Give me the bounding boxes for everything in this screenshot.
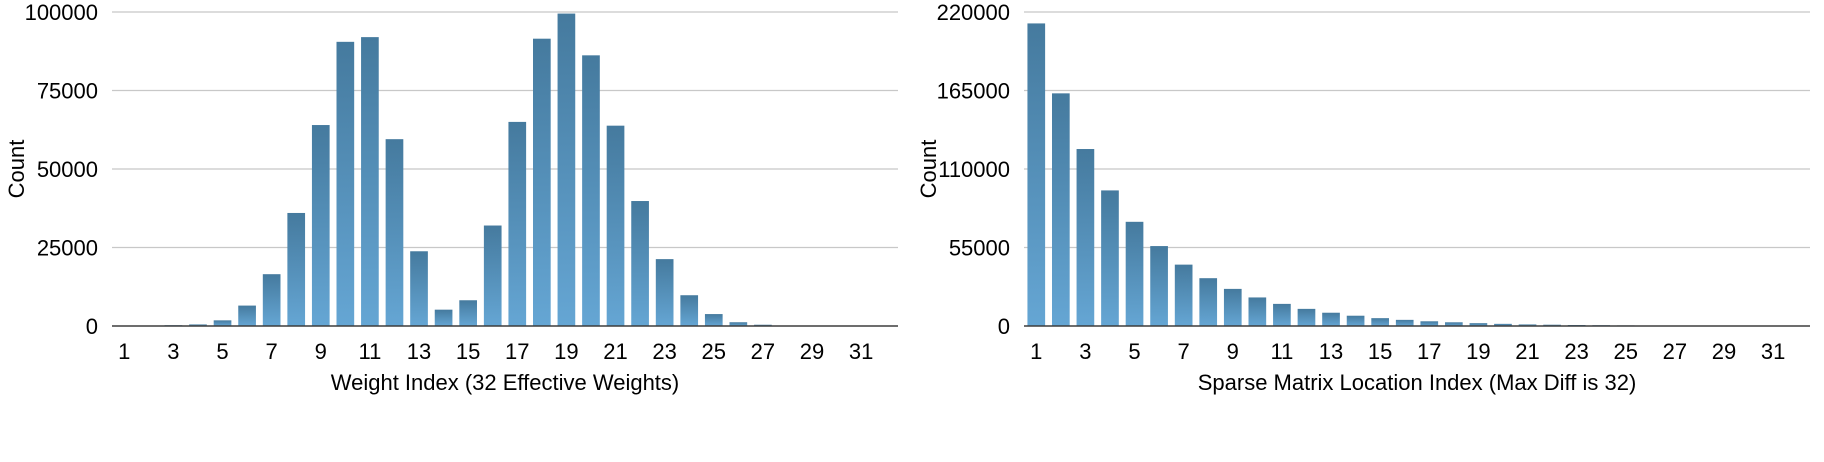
- x-tick-label: 29: [1712, 339, 1736, 364]
- bar-22: [631, 201, 649, 326]
- bar-18: [533, 38, 551, 326]
- chart-weight-index: 0 25000 50000 75000 100000 1 3 5 7 9 11 13 15 17 19 21 2…: [4, 0, 898, 395]
- bar-10: [1248, 297, 1267, 326]
- bar-9: [311, 125, 330, 326]
- x-tick-label: 15: [456, 339, 480, 364]
- bar-6: [238, 305, 256, 326]
- bar-19: [557, 13, 576, 326]
- bar-12: [385, 139, 404, 326]
- x-tick-label: 13: [1319, 339, 1343, 364]
- bar-14: [1346, 315, 1365, 326]
- y-tick-label: 165000: [937, 79, 1010, 104]
- y-tick-label: 110000: [938, 157, 1010, 182]
- x-tick-label: 9: [1227, 339, 1239, 364]
- x-tick-label: 7: [266, 339, 278, 364]
- bar-15: [1371, 318, 1389, 326]
- y-tick-label: 55000: [949, 236, 1010, 261]
- bar-15: [459, 300, 477, 326]
- bar-9: [1223, 288, 1242, 326]
- y-tick-label: 25000: [37, 236, 98, 261]
- bar-20: [582, 55, 600, 326]
- x-tick-label: 1: [118, 339, 130, 364]
- bar-21: [606, 125, 625, 326]
- x-tick-label: 5: [216, 339, 228, 364]
- x-axis-label: Weight Index (32 Effective Weights): [331, 370, 680, 395]
- bar-12: [1297, 308, 1316, 326]
- bar-18: [1445, 322, 1463, 326]
- bar-14: [434, 309, 453, 326]
- x-tick-label: 17: [1417, 339, 1441, 364]
- chart-sparse-location: 0 55000 110000 165000 220000 1 3 5 7 9 11 13 15 17 19 2…: [912, 0, 1824, 462]
- bar-24: [680, 295, 699, 326]
- x-tick-label: 7: [1178, 339, 1190, 364]
- bar-13: [1322, 312, 1340, 326]
- bar-8: [287, 212, 306, 326]
- bar-11: [1273, 303, 1291, 326]
- bar-26: [729, 322, 748, 326]
- x-tick-label: 9: [315, 339, 327, 364]
- y-tick-label: 100000: [25, 0, 98, 25]
- x-tick-label: 5: [1128, 339, 1140, 364]
- bar-17: [508, 121, 527, 327]
- x-tick-label: 3: [167, 339, 179, 364]
- x-axis-label: Sparse Matrix Location Index (Max Diff i…: [1198, 370, 1637, 395]
- x-tick-label: 11: [358, 339, 381, 364]
- bar-20: [1494, 323, 1512, 326]
- y-tick-label: 0: [86, 314, 98, 339]
- y-tick-label: 0: [998, 314, 1010, 339]
- bar-17: [1420, 321, 1439, 326]
- bar-5: [1125, 221, 1144, 326]
- bar-2: [1052, 93, 1070, 326]
- x-tick-label: 25: [1614, 339, 1638, 364]
- bar-19: [1469, 323, 1488, 326]
- x-tick-label: 3: [1079, 339, 1091, 364]
- y-tick-label: 220000: [937, 0, 1010, 25]
- bar-16: [483, 225, 502, 326]
- bar-11: [361, 37, 379, 327]
- x-tick-label: 23: [652, 339, 676, 364]
- x-tick-label: 11: [1270, 339, 1293, 364]
- bar-16: [1395, 319, 1414, 326]
- bar-23: [655, 259, 674, 326]
- x-tick-label: 1: [1030, 339, 1042, 364]
- x-tick-label: 29: [800, 339, 824, 364]
- bar-13: [410, 251, 428, 326]
- bar-4: [1101, 190, 1119, 326]
- y-axis-label: Count: [916, 140, 941, 199]
- x-tick-label: 19: [554, 339, 578, 364]
- x-tick-label: 15: [1368, 339, 1392, 364]
- x-tick-label: 27: [1663, 339, 1687, 364]
- x-tick-label: 31: [849, 339, 873, 364]
- x-tick-label: 23: [1564, 339, 1588, 364]
- bar-25: [704, 314, 723, 326]
- x-tick-label: 19: [1466, 339, 1490, 364]
- bar-10: [336, 41, 355, 326]
- x-tick-label: 21: [1515, 339, 1539, 364]
- bar-6: [1150, 246, 1168, 326]
- bar-8: [1199, 278, 1218, 326]
- bar-7: [262, 274, 281, 326]
- bar-1: [1027, 23, 1046, 326]
- y-axis-label: Count: [4, 140, 29, 199]
- bar-7: [1174, 264, 1193, 326]
- bar-5: [213, 320, 232, 326]
- y-tick-label: 75000: [37, 79, 98, 104]
- bar-3: [1076, 149, 1095, 326]
- x-tick-label: 27: [751, 339, 775, 364]
- x-tick-label: 25: [702, 339, 726, 364]
- x-tick-label: 13: [407, 339, 431, 364]
- x-tick-label: 31: [1761, 339, 1785, 364]
- y-tick-label: 50000: [37, 157, 98, 182]
- x-tick-label: 17: [505, 339, 529, 364]
- x-tick-label: 21: [603, 339, 627, 364]
